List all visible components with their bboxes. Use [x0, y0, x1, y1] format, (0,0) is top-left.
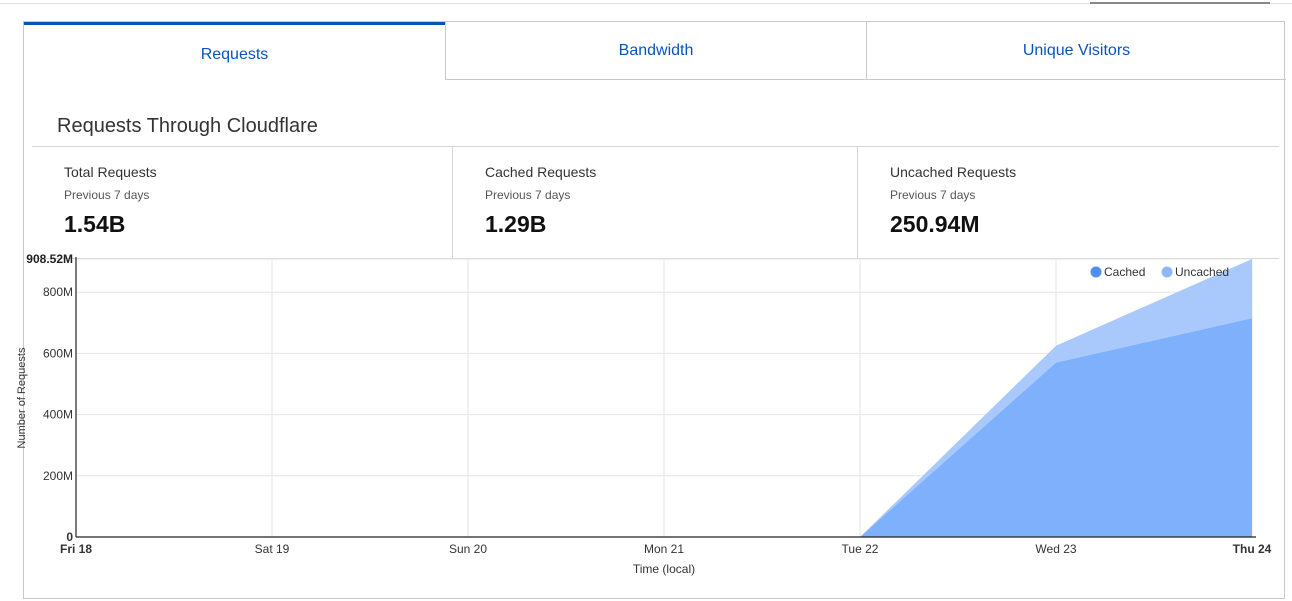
y-tick-label: 0 [66, 530, 73, 544]
stat-period: Previous 7 days [64, 188, 150, 202]
legend-label: Uncached [1175, 265, 1229, 279]
tab-bar: Requests Bandwidth Unique Visitors [24, 22, 1286, 80]
section-title: Requests Through Cloudflare [57, 115, 318, 137]
stat-value: 250.94M [890, 211, 980, 237]
stat-value: 1.29B [485, 211, 547, 237]
legend-marker [1090, 266, 1102, 278]
x-tick-label: Wed 23 [1035, 542, 1076, 556]
chart-legend: Cached Uncached [1090, 265, 1229, 279]
stat-cached-requests: Cached Requests Previous 7 days 1.29B [452, 147, 857, 258]
tab-bandwidth[interactable]: Bandwidth [445, 22, 866, 80]
x-tick-label: Fri 18 [60, 542, 92, 556]
x-tick-label: Thu 24 [1233, 542, 1272, 556]
stat-label: Total Requests [64, 164, 157, 180]
tab-requests-label: Requests [200, 45, 269, 63]
stat-uncached-requests: Uncached Requests Previous 7 days 250.94… [857, 147, 1279, 258]
legend-label: Cached [1104, 265, 1145, 279]
y-max-label: 908.52M [26, 252, 73, 266]
y-tick-label: 200M [43, 469, 73, 483]
x-tick-label: Tue 22 [842, 542, 879, 556]
tab-unique-visitors-label: Unique Visitors [1022, 41, 1131, 59]
y-axis-label: Number of Requests [16, 347, 28, 448]
top-bar-accent [1090, 2, 1270, 4]
x-tick-label: Mon 21 [644, 542, 684, 556]
stat-label: Cached Requests [485, 164, 597, 180]
stat-label: Uncached Requests [890, 164, 1017, 180]
tab-bandwidth-label: Bandwidth [618, 41, 694, 59]
y-tick-labels: 0 200M 400M 600M 800M 908.52M [26, 252, 73, 544]
series-area-uncached [860, 259, 1252, 537]
stat-total-requests: Total Requests Previous 7 days 1.54B [32, 147, 452, 258]
top-divider [0, 3, 1292, 4]
stat-value: 1.54B [64, 211, 126, 237]
x-tick-label: Sat 19 [255, 542, 290, 556]
x-tick-labels: Fri 18 Sat 19 Sun 20 Mon 21 Tue 22 Wed 23 Thu … [60, 542, 1272, 556]
stat-period: Previous 7 days [485, 188, 571, 202]
y-tick-label: 400M [43, 408, 73, 422]
y-tick-label: 600M [43, 346, 73, 360]
chart-areas [860, 259, 1252, 537]
requests-area-chart: 0 200M 400M 600M 800M 908.52M Fri 18 Sat 19 Sun… [16, 252, 1272, 576]
x-tick-label: Sun 20 [449, 542, 487, 556]
legend-marker [1161, 266, 1173, 278]
stat-period: Previous 7 days [890, 188, 976, 202]
chart-axes [75, 257, 1256, 538]
stats-row: Total Requests Previous 7 days 1.54B Cac… [32, 146, 1279, 259]
series-area-cached [860, 318, 1252, 537]
tab-requests[interactable]: Requests [24, 22, 445, 80]
x-axis-label: Time (local) [633, 562, 695, 576]
tab-unique-visitors[interactable]: Unique Visitors [866, 22, 1286, 80]
y-tick-label: 800M [43, 285, 73, 299]
